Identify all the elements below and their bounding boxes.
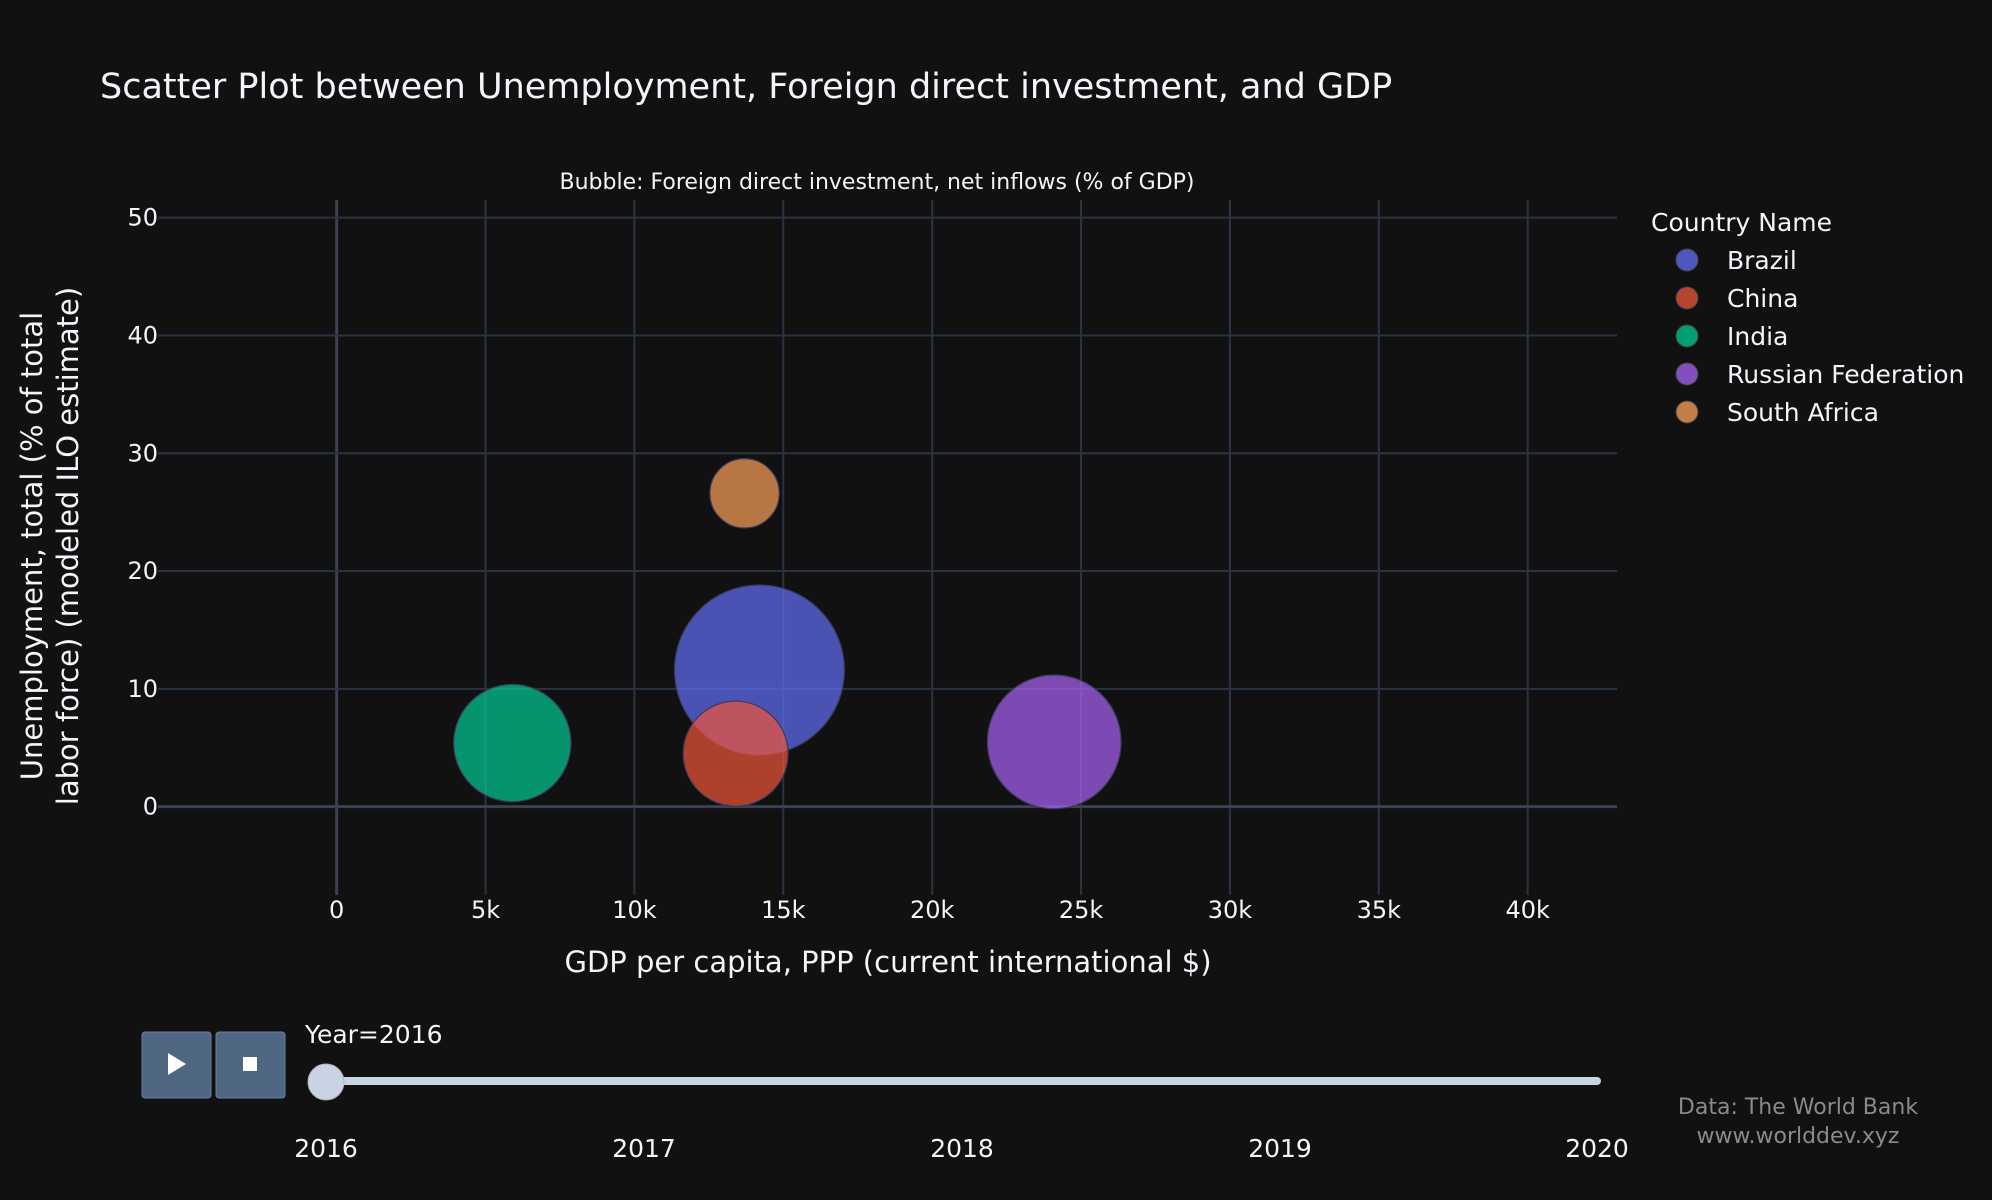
legend-label: South Africa [1727, 398, 1879, 427]
credit-source: Data: The World Bank [1678, 1095, 1918, 1120]
bubble-russian-federation[interactable] [986, 674, 1122, 810]
slider-handle[interactable] [307, 1063, 345, 1101]
y-tick-label: 30 [127, 439, 158, 467]
slider-track[interactable] [318, 1077, 1601, 1085]
x-tick-label: 30k [1208, 896, 1253, 924]
y-axis-title-line-2: labor force) (modeled ILO estimate) [51, 287, 85, 805]
bubble-layer [453, 458, 1122, 810]
legend-item[interactable]: Brazil [1675, 246, 1797, 275]
legend-item[interactable]: India [1675, 322, 1788, 351]
chart-subtitle: Bubble: Foreign direct investment, net i… [559, 170, 1194, 195]
legend-title: Country Name [1651, 208, 1832, 237]
play-button[interactable] [141, 1031, 212, 1099]
bubble-india[interactable] [453, 683, 572, 803]
x-tick-label: 40k [1505, 896, 1550, 924]
x-axis-title: GDP per capita, PPP (current internation… [564, 945, 1211, 979]
x-tick-label: 20k [910, 896, 955, 924]
slider-year-label[interactable]: 2016 [294, 1134, 358, 1163]
y-axis-title: Unemployment, total (% of total labor fo… [15, 287, 85, 805]
stop-icon[interactable] [243, 1057, 257, 1071]
animation-controls: Year=2016 2016 2017 2018 2019 2020 [141, 1020, 1629, 1163]
grid [158, 200, 1617, 895]
y-tick-label: 20 [127, 557, 158, 585]
legend-item[interactable]: South Africa [1675, 398, 1879, 427]
legend-item[interactable]: China [1675, 284, 1798, 313]
chart-title: Scatter Plot between Unemployment, Forei… [100, 67, 1392, 107]
x-tick-label: 15k [761, 896, 806, 924]
slider-year-label[interactable]: 2017 [612, 1134, 676, 1163]
slider-year-label[interactable]: 2019 [1248, 1134, 1312, 1163]
legend-label: Russian Federation [1727, 360, 1964, 389]
legend-marker [1675, 400, 1699, 424]
x-tick-label: 5k [471, 896, 500, 924]
y-tick-label: 40 [127, 321, 158, 349]
slider-current-label: Year=2016 [304, 1020, 443, 1049]
bubble-south-africa[interactable] [709, 458, 780, 529]
legend-marker [1675, 286, 1699, 310]
slider-year-label[interactable]: 2020 [1565, 1134, 1629, 1163]
y-tick-label: 50 [127, 204, 158, 232]
legend-label: China [1727, 284, 1798, 313]
legend-marker [1675, 248, 1699, 272]
x-tick-label: 25k [1059, 896, 1104, 924]
slider-year-label[interactable]: 2018 [930, 1134, 994, 1163]
credit-url: www.worlddev.xyz [1697, 1124, 1900, 1149]
legend-label: Brazil [1727, 246, 1797, 275]
bubble-china[interactable] [682, 700, 789, 807]
legend-label: India [1727, 322, 1788, 351]
y-tick-label: 0 [143, 793, 158, 821]
legend-marker [1675, 324, 1699, 348]
play-icon[interactable] [168, 1053, 186, 1075]
x-tick-label: 0 [329, 896, 344, 924]
tick-labels: 0 5k 10k 15k 20k 25k 30k 35k 40k 0 10 20 30 40 50 [127, 204, 1550, 924]
legend-item[interactable]: Russian Federation [1675, 360, 1964, 389]
legend-marker [1675, 362, 1699, 386]
x-tick-label: 35k [1357, 896, 1402, 924]
x-tick-label: 10k [612, 896, 657, 924]
y-tick-label: 10 [127, 675, 158, 703]
legend: Country Name Brazil China India Russian Fed… [1651, 208, 1964, 427]
y-axis-title-line-1: Unemployment, total (% of total [15, 312, 49, 780]
stop-button[interactable] [215, 1031, 286, 1099]
